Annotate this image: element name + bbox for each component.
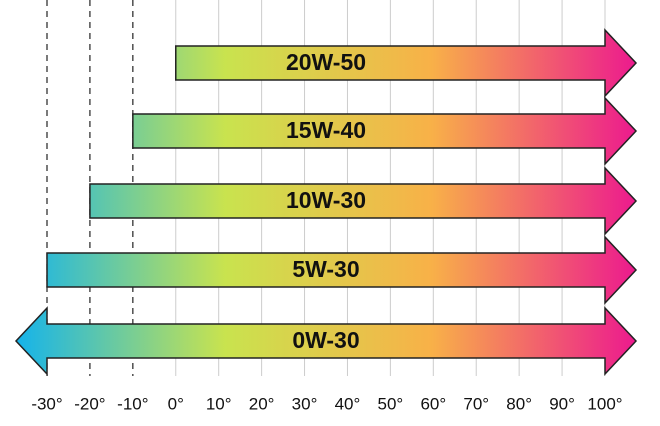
range-arrow xyxy=(46,235,638,305)
x-tick-label: 90° xyxy=(549,394,575,413)
range-arrow xyxy=(132,96,638,166)
x-tick-label: 70° xyxy=(463,394,489,413)
x-tick-label: -20° xyxy=(74,394,105,413)
x-tick-label: 10° xyxy=(206,394,232,413)
x-tick-label: 60° xyxy=(420,394,446,413)
x-tick-label: 80° xyxy=(506,394,532,413)
bar-label: 5W-30 xyxy=(292,256,359,282)
x-tick-label: 50° xyxy=(378,394,404,413)
bar-label: 20W-50 xyxy=(286,49,366,75)
x-tick-label: 100° xyxy=(587,394,622,413)
bar-label: 15W-40 xyxy=(286,117,366,143)
bar-label: 0W-30 xyxy=(292,327,359,353)
x-tick-label: 40° xyxy=(335,394,361,413)
x-tick-label: 20° xyxy=(249,394,275,413)
range-arrow xyxy=(14,306,638,376)
range-arrow xyxy=(89,166,638,236)
x-tick-label: 0° xyxy=(168,394,184,413)
bar-label: 10W-30 xyxy=(286,187,366,213)
x-tick-label: -10° xyxy=(117,394,148,413)
range-arrow xyxy=(175,28,638,98)
x-tick-label: -30° xyxy=(31,394,62,413)
x-tick-label: 30° xyxy=(292,394,318,413)
